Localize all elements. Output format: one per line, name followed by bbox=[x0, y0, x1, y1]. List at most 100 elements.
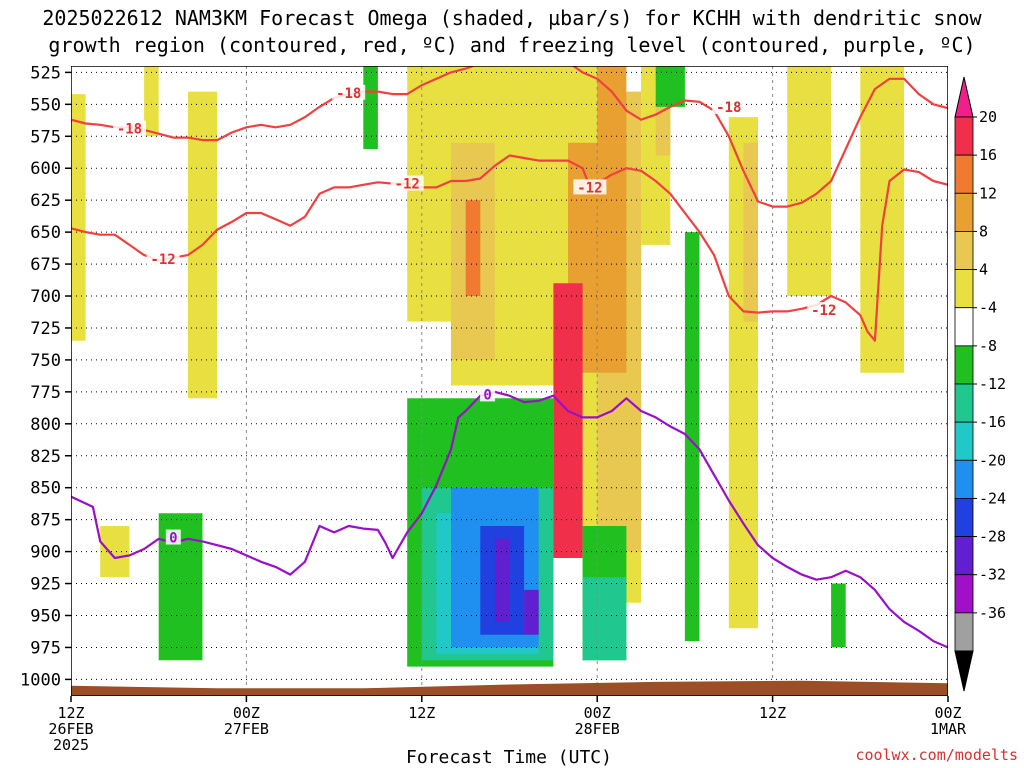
omega-region bbox=[407, 66, 451, 322]
omega-region bbox=[494, 538, 510, 622]
x-tick-label: 1MAR bbox=[930, 720, 967, 738]
plot-area: 0 0 -12 -12 -12 -12 -18 -18 -18 bbox=[71, 66, 948, 696]
omega-region bbox=[655, 66, 685, 107]
y-axis-ticks: 525 550 575 600 625 650 675 700 725 750 775 800 825 8… bbox=[20, 63, 71, 690]
contour-label: -12 bbox=[811, 303, 836, 319]
colorbar-label: -12 bbox=[979, 375, 1006, 393]
chart-title-line2: growth region (contoured, red, ºC) and f… bbox=[48, 33, 975, 57]
omega-region bbox=[743, 142, 758, 322]
colorbar-band bbox=[954, 192, 974, 232]
colorbar-band bbox=[954, 459, 974, 499]
colorbar-band bbox=[954, 231, 974, 270]
contour-line bbox=[71, 66, 948, 208]
contour-label-bg bbox=[712, 98, 746, 114]
omega-shading bbox=[71, 66, 905, 667]
y-tick-label: 850 bbox=[30, 479, 61, 499]
contour-label-bg bbox=[480, 386, 496, 402]
x-tick-label: 00Z bbox=[934, 704, 961, 722]
colorbar-band bbox=[954, 383, 974, 423]
credit-text: coolwx.com/modelts bbox=[855, 746, 1018, 764]
omega-region bbox=[684, 232, 700, 642]
colorbar-label: -16 bbox=[979, 413, 1006, 431]
contour-label: -18 bbox=[117, 122, 142, 138]
contour-label: 0 bbox=[483, 387, 491, 403]
omega-region bbox=[655, 91, 671, 156]
y-tick-label: 975 bbox=[30, 638, 61, 658]
y-tick-label: 675 bbox=[30, 255, 61, 275]
y-tick-label: 525 bbox=[30, 63, 61, 83]
colorbar-label: -20 bbox=[979, 451, 1006, 469]
y-tick-label: 775 bbox=[30, 383, 61, 403]
omega-region bbox=[553, 283, 583, 558]
contour-label-bg bbox=[807, 302, 841, 318]
x-tick-label: 12Z bbox=[759, 704, 786, 722]
y-tick-label: 750 bbox=[30, 351, 61, 371]
colorbar-label: 4 bbox=[979, 261, 988, 279]
x-tick-label: 28FEB bbox=[575, 720, 620, 738]
contour-line bbox=[71, 154, 948, 342]
colorbar: 20 16 12 8 4 -4 -8 -12 -16 -20 -24 -28 -32 -36 bbox=[954, 76, 1006, 692]
x-tick-label: 2025 bbox=[53, 736, 89, 754]
y-tick-label: 625 bbox=[30, 191, 61, 211]
omega-region bbox=[787, 66, 832, 296]
x-tick-label: 12Z bbox=[57, 704, 84, 722]
colorbar-label: 8 bbox=[979, 222, 988, 240]
colorbar-band bbox=[954, 269, 974, 309]
colorbar-top-arrow bbox=[954, 76, 974, 118]
contour-label-bg bbox=[332, 84, 366, 100]
colorbar-label: -28 bbox=[979, 528, 1006, 546]
y-tick-label: 725 bbox=[30, 319, 61, 339]
colorbar-label: 16 bbox=[979, 146, 997, 164]
contour-label: -18 bbox=[336, 86, 361, 102]
colorbar-bottom-arrow bbox=[954, 650, 974, 692]
contour-label: 0 bbox=[169, 531, 177, 547]
y-tick-label: 875 bbox=[30, 511, 61, 531]
omega-region bbox=[144, 66, 159, 137]
contour-label: -18 bbox=[716, 100, 741, 116]
colorbar-label: 12 bbox=[979, 184, 997, 202]
omega-region bbox=[465, 200, 481, 296]
colorbar-band bbox=[954, 154, 974, 194]
y-tick-label: 950 bbox=[30, 606, 61, 626]
y-tick-label: 825 bbox=[30, 447, 61, 467]
colorbar-band bbox=[954, 498, 974, 537]
omega-region bbox=[100, 526, 130, 578]
contour-label-bg bbox=[165, 529, 181, 545]
colorbar-label: -36 bbox=[979, 604, 1006, 622]
omega-region bbox=[363, 66, 378, 150]
y-tick-label: 800 bbox=[30, 415, 61, 435]
contour-label-bg bbox=[390, 175, 424, 191]
y-tick-label: 550 bbox=[30, 95, 61, 115]
colorbar-band bbox=[954, 345, 974, 385]
colorbar-label: -24 bbox=[979, 489, 1006, 507]
grid-lines bbox=[71, 66, 948, 696]
colorbar-label: -4 bbox=[979, 299, 997, 317]
y-tick-label: 650 bbox=[30, 223, 61, 243]
x-tick-label: 27FEB bbox=[224, 720, 269, 738]
x-tick-label: 00Z bbox=[584, 704, 611, 722]
colorbar-band bbox=[954, 307, 974, 347]
colorbar-band bbox=[954, 421, 974, 461]
contour-label-bg bbox=[146, 250, 180, 266]
omega-region bbox=[524, 589, 539, 635]
colorbar-band bbox=[954, 116, 974, 156]
x-tick-label: 12Z bbox=[408, 704, 435, 722]
y-tick-label: 900 bbox=[30, 543, 61, 563]
contour-label: -12 bbox=[577, 180, 602, 196]
omega-region bbox=[831, 583, 846, 648]
contour-lines: 0 0 -12 -12 -12 -12 -18 -18 -18 bbox=[71, 66, 948, 649]
x-axis-label: Forecast Time (UTC) bbox=[406, 747, 612, 768]
omega-region bbox=[71, 94, 86, 341]
x-tick-label: 26FEB bbox=[48, 720, 93, 738]
x-tick-label: 00Z bbox=[233, 704, 260, 722]
contour-label: -12 bbox=[395, 177, 420, 193]
contour-label-bg bbox=[573, 179, 607, 195]
contour-label-bg bbox=[112, 120, 146, 136]
y-tick-label: 575 bbox=[30, 127, 61, 147]
contour-label: -12 bbox=[150, 252, 175, 268]
y-tick-label: 925 bbox=[30, 575, 61, 595]
y-tick-label: 700 bbox=[30, 287, 61, 307]
colorbar-band bbox=[954, 612, 974, 652]
